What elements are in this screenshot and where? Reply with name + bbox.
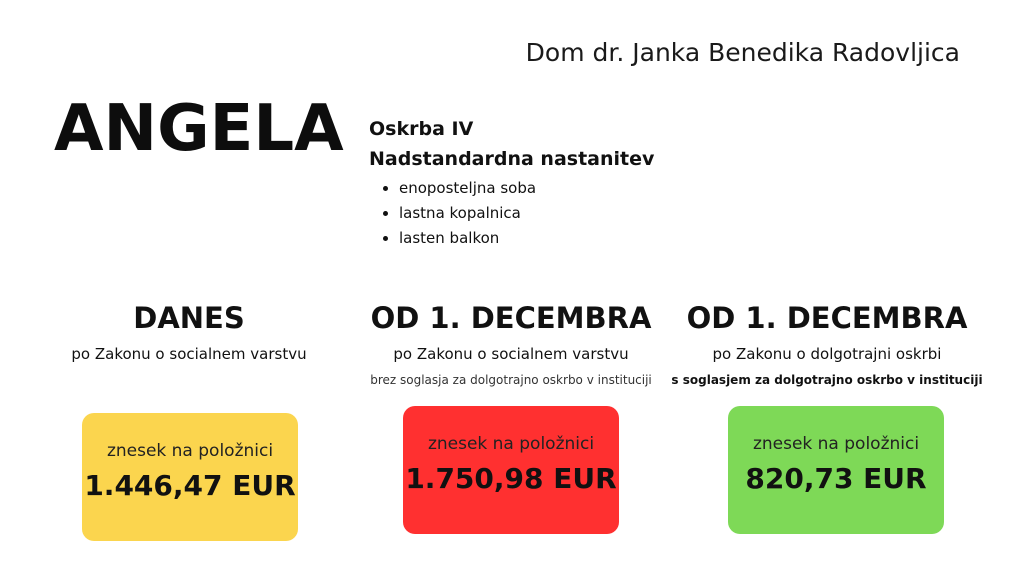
organization-title: Dom dr. Janka Benedika Radovljica <box>525 38 960 67</box>
column-heading: OD 1. DECEMBRA <box>370 301 652 335</box>
bill-label: znesek na položnici <box>427 434 595 454</box>
feature-item: lasten balkon <box>399 226 654 251</box>
column-heading: OD 1. DECEMBRA <box>686 301 968 335</box>
column-heading: DANES <box>133 301 245 335</box>
person-name: ANGELA <box>54 92 344 166</box>
care-level: Oskrba IV <box>369 118 474 140</box>
feature-item: enoposteljna soba <box>399 176 654 201</box>
condition-note: s soglasjem za dolgotrajno oskrbo v inst… <box>671 373 983 387</box>
feature-list: enoposteljna soba lastna kopalnica laste… <box>369 176 654 251</box>
law-reference: po Zakonu o socialnem varstvu <box>393 345 629 363</box>
care-details: Oskrba IV Nadstandardna nastanitev enopo… <box>369 112 654 251</box>
law-reference: po Zakonu o socialnem varstvu <box>71 345 307 363</box>
bill-amount: 1.750,98 EUR <box>405 462 617 495</box>
bill-box-december-longterm: znesek na položnici 820,73 EUR <box>728 406 944 534</box>
feature-item: lastna kopalnica <box>399 201 654 226</box>
column-december-longterm: OD 1. DECEMBRA po Zakonu o dolgotrajni o… <box>662 298 992 388</box>
bill-amount: 820,73 EUR <box>745 462 927 495</box>
bill-box-today: znesek na položnici 1.446,47 EUR <box>82 413 298 541</box>
law-reference: po Zakonu o dolgotrajni oskrbi <box>712 345 942 363</box>
column-december-social: OD 1. DECEMBRA po Zakonu o socialnem var… <box>346 298 676 388</box>
condition-note: brez soglasja za dolgotrajno oskrbo v in… <box>370 373 652 387</box>
bill-box-december-social: znesek na položnici 1.750,98 EUR <box>403 406 619 534</box>
bill-label: znesek na položnici <box>106 441 274 461</box>
column-today: DANES po Zakonu o socialnem varstvu <box>24 298 354 364</box>
accommodation-type: Nadstandardna nastanitev <box>369 148 655 170</box>
bill-label: znesek na položnici <box>752 434 920 454</box>
bill-amount: 1.446,47 EUR <box>84 469 296 502</box>
